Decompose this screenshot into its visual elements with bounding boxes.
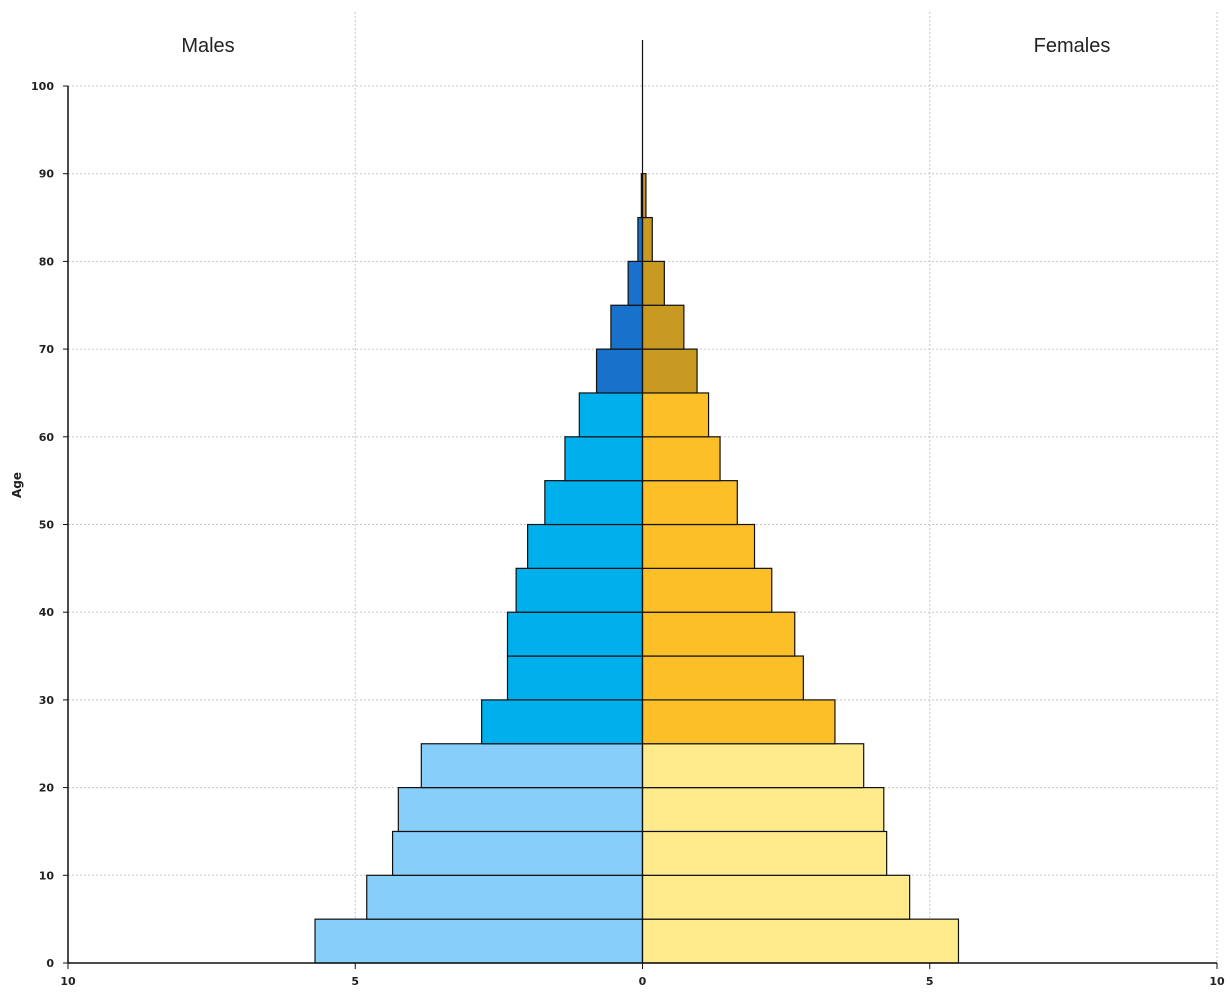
y-axis-label: Age	[10, 472, 24, 498]
x-tick-label: 5	[926, 975, 934, 988]
bar-female-15-19	[641, 786, 885, 833]
bar-male-5-9	[366, 874, 644, 920]
bar-female-40-44	[641, 567, 773, 613]
x-tick-label: 0	[639, 975, 647, 988]
bar-female-20-24	[641, 743, 865, 789]
bar-female-75-79	[641, 260, 665, 306]
bar-male-55-59	[564, 436, 644, 482]
bar-male-60-64	[578, 392, 644, 438]
y-tick-label: 20	[39, 782, 55, 795]
bar-female-70-74	[641, 304, 685, 350]
y-tick-label: 0	[46, 957, 54, 970]
bar-female-50-54	[641, 480, 738, 526]
females-label: Females	[1034, 35, 1111, 57]
bar-male-15-19	[397, 786, 644, 833]
bar-male-50-54	[544, 480, 644, 526]
bar-male-30-34	[506, 655, 644, 701]
axes	[63, 40, 1218, 969]
bar-male-0-4	[314, 918, 644, 964]
bar-male-45-49	[526, 523, 644, 569]
y-tick-label: 90	[39, 168, 55, 181]
bar-female-0-4	[641, 918, 960, 964]
bars	[314, 173, 960, 964]
bar-male-80-84	[637, 216, 644, 263]
y-tick-label: 40	[39, 606, 55, 619]
bar-female-35-39	[641, 611, 796, 657]
bar-male-40-44	[515, 567, 644, 613]
bar-female-55-59	[641, 436, 721, 482]
bar-male-65-69	[595, 348, 644, 394]
y-tick-label: 60	[39, 431, 55, 444]
x-tick-label: 5	[351, 975, 359, 988]
x-tick-label: 10	[60, 975, 76, 988]
y-tick-label: 10	[39, 869, 55, 882]
bar-female-5-9	[641, 874, 911, 920]
grid-lines	[68, 12, 1218, 963]
y-tick-label: 30	[39, 694, 55, 707]
bar-female-30-34	[641, 655, 804, 701]
y-tick-label: 100	[31, 80, 54, 93]
bar-female-60-64	[641, 392, 710, 438]
bar-male-10-14	[391, 830, 644, 876]
bar-female-25-29	[641, 699, 836, 745]
bar-male-70-74	[610, 304, 644, 350]
bar-male-35-39	[506, 611, 644, 657]
bar-male-20-24	[420, 743, 644, 789]
y-tick-label: 80	[39, 255, 55, 268]
bar-female-65-69	[641, 348, 698, 394]
bar-male-75-79	[627, 260, 644, 306]
x-tick-label: 10	[1209, 975, 1225, 988]
y-tick-label: 50	[39, 519, 55, 532]
bar-female-45-49	[641, 523, 756, 569]
bar-female-80-84	[641, 216, 653, 263]
y-tick-label: 70	[39, 343, 55, 356]
bar-female-10-14	[641, 830, 888, 876]
males-label: Males	[181, 35, 234, 57]
bar-male-25-29	[481, 699, 644, 745]
